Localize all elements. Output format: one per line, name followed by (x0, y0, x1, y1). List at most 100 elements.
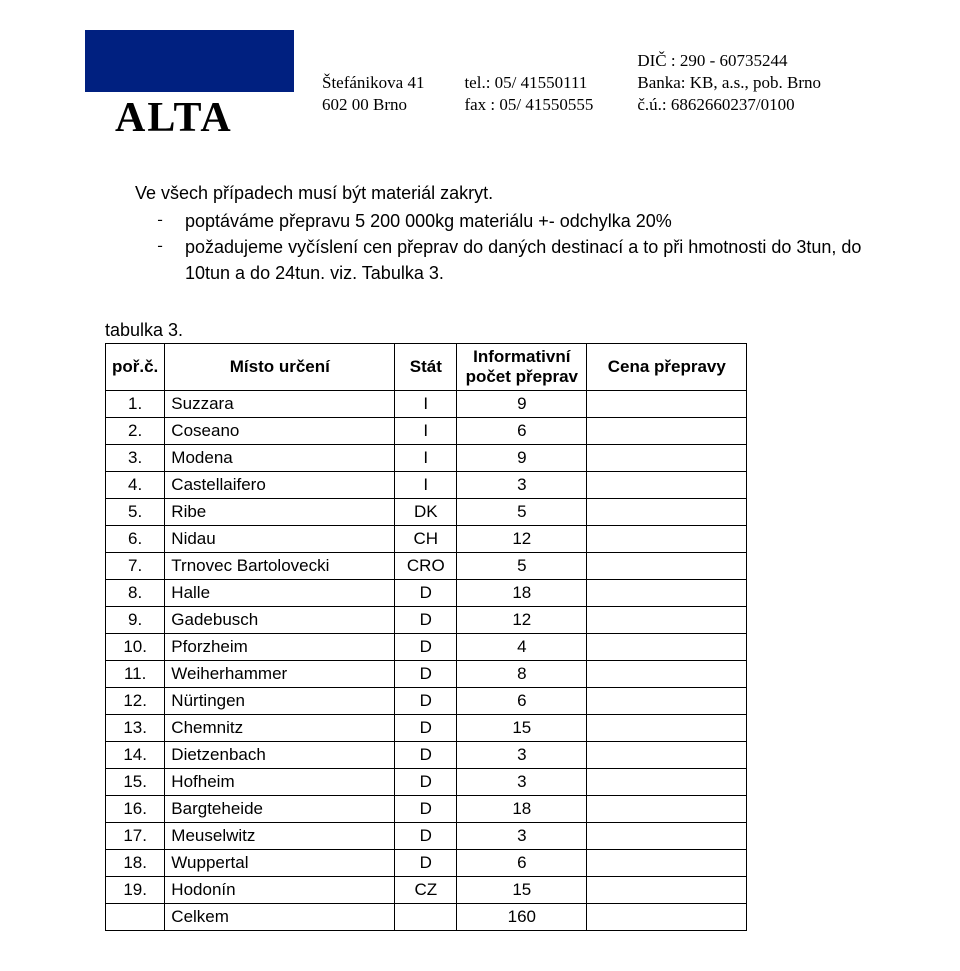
cell-number: 1. (106, 391, 165, 418)
cell-state: D (395, 769, 457, 796)
bullet-text: požadujeme vyčíslení cen přeprav do daný… (185, 234, 900, 286)
cell-number: 8. (106, 580, 165, 607)
cell-state: D (395, 661, 457, 688)
dash-icon: - (135, 234, 185, 286)
cell-state: I (395, 445, 457, 472)
dic-line: DIČ : 290 - 60735244 (637, 50, 821, 72)
table-row: 15.HofheimD3 (106, 769, 747, 796)
cell-state: D (395, 715, 457, 742)
cell-state: CZ (395, 877, 457, 904)
cell-destination: Wuppertal (165, 850, 395, 877)
cell-destination: Nürtingen (165, 688, 395, 715)
cell-price (587, 418, 747, 445)
cell-number: 14. (106, 742, 165, 769)
cell-number: 3. (106, 445, 165, 472)
th-state: Stát (395, 344, 457, 391)
cell-number: 4. (106, 472, 165, 499)
cell-number: 13. (106, 715, 165, 742)
cell-price (587, 526, 747, 553)
header-col-bank: DIČ : 290 - 60735244 Banka: KB, a.s., po… (637, 50, 821, 116)
cell-count: 12 (457, 526, 587, 553)
cell-price (587, 769, 747, 796)
table-row: 6.NidauCH12 (106, 526, 747, 553)
cell-number: 9. (106, 607, 165, 634)
cell-destination: Chemnitz (165, 715, 395, 742)
cell-number: 7. (106, 553, 165, 580)
cell-number: 17. (106, 823, 165, 850)
table-row: 9.GadebuschD12 (106, 607, 747, 634)
cell-total-label: Celkem (165, 904, 395, 931)
cell-count: 15 (457, 715, 587, 742)
cell-price (587, 607, 747, 634)
table-row: 2.CoseanoI6 (106, 418, 747, 445)
cell-destination: Halle (165, 580, 395, 607)
table-row: 14.DietzenbachD3 (106, 742, 747, 769)
cell-destination: Coseano (165, 418, 395, 445)
cell-state: I (395, 391, 457, 418)
table-row: 4.CastellaiferoI3 (106, 472, 747, 499)
cell-number: 15. (106, 769, 165, 796)
cell-destination: Modena (165, 445, 395, 472)
cell-number: 2. (106, 418, 165, 445)
cell-price (587, 742, 747, 769)
cell-count: 6 (457, 418, 587, 445)
cell-count: 3 (457, 823, 587, 850)
cell-destination: Trnovec Bartolovecki (165, 553, 395, 580)
cell-destination: Suzzara (165, 391, 395, 418)
cell-count: 18 (457, 580, 587, 607)
table-row: 10.PforzheimD4 (106, 634, 747, 661)
cell-state: I (395, 472, 457, 499)
cell-number: 5. (106, 499, 165, 526)
intro-block: Ve všech případech musí být materiál zak… (135, 180, 900, 286)
intro-line-1: Ve všech případech musí být materiál zak… (135, 180, 900, 206)
cell-destination: Bargteheide (165, 796, 395, 823)
table-row: 3.ModenaI9 (106, 445, 747, 472)
cell-total-count: 160 (457, 904, 587, 931)
cell-number: 12. (106, 688, 165, 715)
table-caption: tabulka 3. (105, 320, 900, 341)
logo-rect (85, 30, 294, 92)
cell-destination: Nidau (165, 526, 395, 553)
table-row: 13.ChemnitzD15 (106, 715, 747, 742)
page: ALTA Štefánikova 41 602 00 Brno tel.: 05… (0, 0, 960, 971)
logo-text: ALTA (85, 94, 294, 142)
cell-count: 3 (457, 769, 587, 796)
table-row: 12.NürtingenD6 (106, 688, 747, 715)
cell-destination: Castellaifero (165, 472, 395, 499)
bullet-item: - požadujeme vyčíslení cen přeprav do da… (135, 234, 900, 286)
cell-state: D (395, 607, 457, 634)
cell-destination: Dietzenbach (165, 742, 395, 769)
th-count: Informativní počet přeprav (457, 344, 587, 391)
header-col-contact: tel.: 05/ 41550111 fax : 05/ 41550555 (464, 72, 593, 116)
cell-price (587, 445, 747, 472)
cell-price (587, 499, 747, 526)
fax-line: fax : 05/ 41550555 (464, 94, 593, 116)
dash-icon: - (135, 208, 185, 234)
cell-price (587, 391, 747, 418)
cell-count: 5 (457, 553, 587, 580)
cell-count: 5 (457, 499, 587, 526)
header-col-address: Štefánikova 41 602 00 Brno (322, 72, 424, 116)
cell-number: 10. (106, 634, 165, 661)
table-row: 7.Trnovec BartoloveckiCRO5 (106, 553, 747, 580)
cell-price (587, 661, 747, 688)
cell-state: D (395, 580, 457, 607)
cell-price (587, 823, 747, 850)
table-row: 5.RibeDK5 (106, 499, 747, 526)
cell-price (587, 796, 747, 823)
cell-number: 6. (106, 526, 165, 553)
letterhead: ALTA Štefánikova 41 602 00 Brno tel.: 05… (85, 30, 900, 142)
table-total-row: Celkem 160 (106, 904, 747, 931)
cell-state: D (395, 688, 457, 715)
cell-price (587, 850, 747, 877)
bullet-text: poptáváme přepravu 5 200 000kg materiálu… (185, 208, 900, 234)
cell-count: 4 (457, 634, 587, 661)
account-line: č.ú.: 6862660237/0100 (637, 94, 821, 116)
cell-state (395, 904, 457, 931)
cell-destination: Ribe (165, 499, 395, 526)
address-line: Štefánikova 41 (322, 72, 424, 94)
cell-number: 11. (106, 661, 165, 688)
table-row: 1.SuzzaraI9 (106, 391, 747, 418)
cell-destination: Pforzheim (165, 634, 395, 661)
cell-price (587, 688, 747, 715)
